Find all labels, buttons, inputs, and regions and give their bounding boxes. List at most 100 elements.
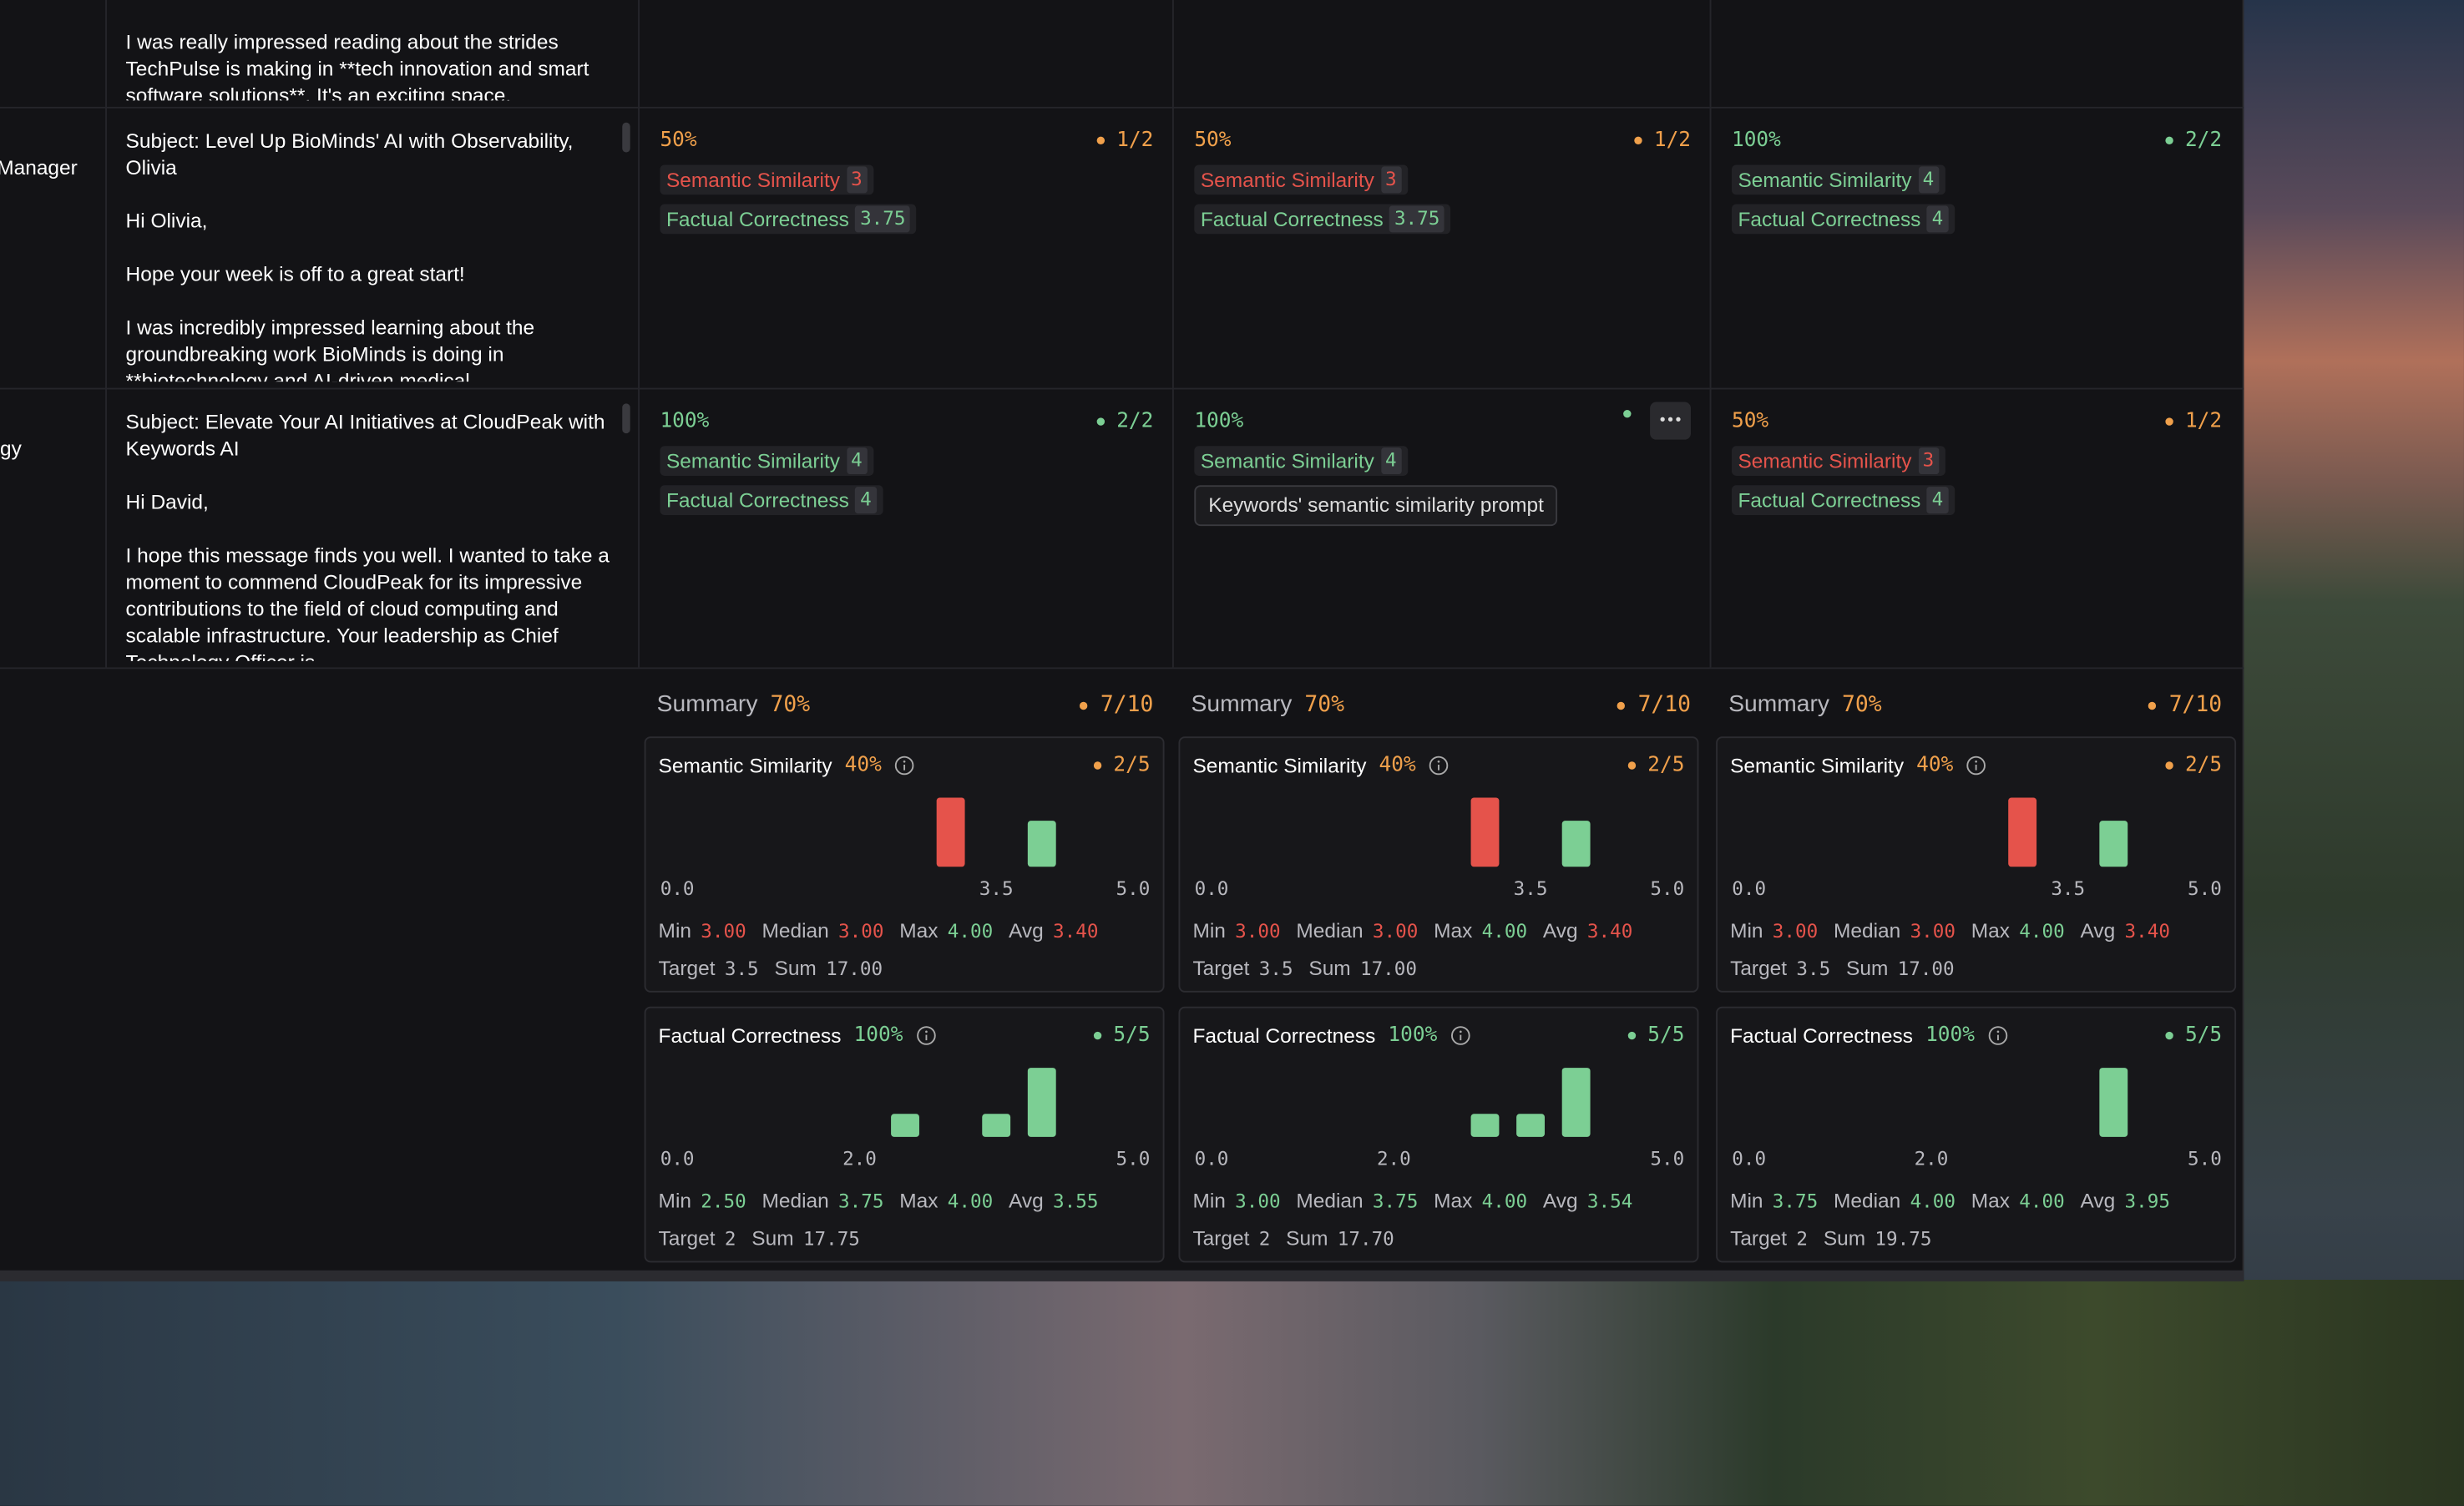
stat-value: 3.00	[1910, 920, 1956, 943]
stat-value: 17.70	[1337, 1227, 1394, 1251]
stat-line: Min 3.00 Median 3.00 Max 4.00 Avg 3.40	[1730, 918, 2170, 942]
stat: Target 2	[1730, 1226, 1808, 1250]
stat-label: Avg	[2080, 1188, 2116, 1213]
stat-label: Sum	[774, 956, 817, 980]
stat-value: 3.00	[1235, 920, 1281, 943]
stat-value: 3.55	[1053, 1190, 1099, 1213]
histogram-bar	[1516, 1114, 1546, 1137]
info-icon[interactable]	[1429, 756, 1449, 776]
stat-label: Sum	[1286, 1226, 1328, 1251]
wallpaper-right	[2244, 0, 2464, 1506]
info-icon[interactable]	[1987, 1025, 2007, 1045]
cell-percent: 100%	[1194, 409, 1244, 434]
stat-value: 17.00	[1359, 958, 1417, 980]
stat: Sum 17.00	[775, 957, 883, 980]
stat-value: 2	[1258, 1227, 1271, 1251]
stat-value: 3.95	[2124, 1190, 2170, 1213]
card-header: Factual Correctness 100%	[1192, 1023, 1470, 1048]
stat-value: 4.00	[1481, 1190, 1528, 1213]
metric-card: Semantic Similarity 40% 2/5 0.0 3.5 5.0 Min 3.0…	[1178, 736, 1699, 993]
stat-value: 3.40	[2124, 920, 2170, 943]
stat: Median 3.00	[1834, 918, 1956, 942]
histogram: 0.0 3.5 5.0	[660, 797, 1150, 900]
stat-value: 3.00	[1772, 920, 1819, 943]
stat-value: 3.00	[838, 920, 884, 943]
card-title: Semantic Similarity	[658, 753, 832, 778]
stat-line: Min 3.00 Median 3.00 Max 4.00 Avg 3.40	[1192, 918, 1632, 942]
stat-value: 17.00	[1897, 958, 1955, 980]
stat-value: 4.00	[1481, 920, 1528, 943]
card-score-text: 2/5	[1113, 753, 1151, 778]
stat-value: 17.75	[802, 1227, 860, 1251]
stat-value: 4.00	[947, 1190, 994, 1213]
metric-name: Semantic Similarity	[665, 168, 840, 192]
metric-value: 4	[846, 447, 868, 475]
metric-pill: Semantic Similarity 3	[1731, 446, 1945, 476]
x-tick-label: 5.0	[1650, 1149, 1684, 1170]
stat: Max 4.00	[1971, 918, 2065, 942]
stat-label: Avg	[1542, 1188, 1578, 1213]
info-icon[interactable]	[916, 1025, 936, 1045]
stat: Sum 17.00	[1308, 957, 1417, 980]
info-icon[interactable]	[1450, 1025, 1470, 1045]
stat: Target 3.5	[1192, 957, 1293, 980]
cell-percent: 50%	[1731, 409, 1769, 434]
x-tick-label: 0.0	[1732, 1149, 1766, 1170]
ellipsis-button[interactable]	[1650, 402, 1692, 440]
card-percent: 40%	[844, 753, 882, 778]
metric-card: Factual Correctness 100% 5/5 0.0 2.0 5.0 Min 3.…	[1716, 1006, 2237, 1263]
status-dot	[1623, 409, 1632, 418]
stat: Median 3.75	[762, 1189, 884, 1212]
card-score: 2/5	[1627, 754, 1685, 777]
stat-label: Target	[658, 1226, 716, 1251]
stat-label: Max	[899, 918, 939, 943]
card-title: Factual Correctness	[658, 1023, 842, 1048]
metric-value: 4	[1926, 205, 1948, 233]
card-percent: 40%	[1916, 753, 1954, 778]
metric-name: Factual Correctness	[1738, 207, 1921, 231]
stat: Avg 3.54	[1543, 1189, 1632, 1212]
histogram-bar	[936, 797, 965, 867]
stat-label: Max	[1971, 918, 2011, 943]
card-title: Factual Correctness	[1192, 1023, 1376, 1048]
stat: Avg 3.95	[2081, 1189, 2170, 1212]
stat-label: Max	[899, 1188, 939, 1213]
summary-percent: 70%	[770, 692, 811, 718]
stat-label: Avg	[1542, 918, 1578, 943]
status-dot	[1092, 761, 1101, 770]
x-tick-label: 5.0	[2188, 1149, 2222, 1170]
status-dot	[1633, 136, 1642, 145]
stat: Min 3.00	[1192, 918, 1280, 942]
x-tick-label: 2.0	[1377, 1149, 1411, 1170]
column-divider	[1709, 0, 1712, 668]
row-divider	[0, 106, 2244, 109]
stat-value: 4.00	[1910, 1190, 1956, 1213]
stat: Sum 17.75	[751, 1226, 860, 1250]
stat: Avg 3.40	[2081, 918, 2170, 942]
stat-value: 4.00	[947, 920, 994, 943]
card-header: Semantic Similarity 40%	[1192, 754, 1449, 777]
info-icon[interactable]	[894, 756, 914, 776]
histogram-bar	[2099, 1068, 2128, 1137]
card-header: Factual Correctness 100%	[658, 1023, 936, 1048]
card-score: 5/5	[1627, 1023, 1685, 1048]
stat-label: Median	[1296, 918, 1364, 943]
histogram-bar	[1470, 1114, 1500, 1137]
status-dot	[1627, 1031, 1636, 1040]
metric-name: Semantic Similarity	[665, 448, 840, 473]
histogram: 0.0 2.0 5.0	[1732, 1068, 2222, 1170]
stat-label: Sum	[1308, 956, 1351, 980]
stat-label: Target	[1730, 1226, 1788, 1251]
stat-label: Median	[761, 918, 829, 943]
ellipsis-icon	[1660, 417, 1681, 422]
stat: Min 2.50	[659, 1189, 746, 1212]
email-preview: Subject: Elevate Your AI Initiatives at …	[125, 409, 610, 661]
stat-value: 3.75	[1372, 1190, 1419, 1213]
metric-value: 3	[846, 166, 868, 194]
stat: Avg 3.55	[1009, 1189, 1098, 1212]
card-title: Factual Correctness	[1730, 1023, 1914, 1048]
info-icon[interactable]	[1966, 756, 1986, 776]
cell-percent: 50%	[660, 129, 697, 153]
stat-label: Min	[1730, 918, 1763, 943]
